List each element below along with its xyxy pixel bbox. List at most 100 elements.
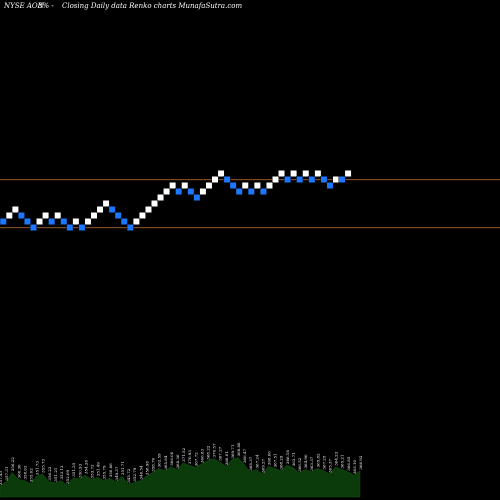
volume-label: 367.72: [193, 452, 198, 466]
renko-brick: [126, 224, 134, 231]
volume-label: 370.93: [187, 450, 192, 464]
renko-brick: [326, 182, 334, 189]
volume-label: 366.01: [224, 451, 229, 465]
renko-brick: [132, 218, 140, 225]
renko-brick: [229, 182, 237, 189]
volume-label: 368.37: [248, 456, 253, 470]
renko-brick: [108, 206, 116, 213]
volume-label: 355.73: [41, 458, 46, 472]
volume-label: 351.71: [120, 461, 125, 475]
volume-label: 358.02: [22, 465, 27, 479]
volume-label: 364.23: [334, 451, 339, 465]
renko-brick: [332, 176, 340, 183]
volume-label: 369.71: [230, 445, 235, 459]
volume-label: 367.25: [321, 455, 326, 469]
volume-label: 363.37: [309, 456, 314, 470]
renko-brick: [151, 200, 158, 207]
volume-label: 365.84: [163, 455, 168, 469]
renko-brick: [120, 218, 128, 225]
volume-label: 368.88: [236, 442, 241, 456]
renko-brick: [23, 218, 31, 225]
volume-label: 365.10: [352, 460, 357, 474]
renko-brick: [138, 212, 146, 219]
volume-label: 368.36: [175, 454, 180, 468]
renko-brick: [284, 176, 292, 183]
volume-label: 355.79: [102, 465, 107, 479]
renko-brick: [78, 224, 86, 231]
volume-label: 355.02: [29, 468, 34, 482]
volume-label: 349.37: [114, 466, 119, 480]
renko-brick: [290, 170, 298, 177]
renko-brick: [314, 170, 322, 177]
volume-label: 363.71: [291, 452, 296, 466]
renko-brick: [278, 170, 286, 177]
renko-brick: [259, 188, 267, 195]
volume-area: [0, 457, 361, 498]
volume-label: 345.72: [126, 468, 131, 482]
renko-brick: [241, 182, 249, 189]
renko-brick: [193, 194, 201, 201]
volume-label: 357.31: [4, 467, 9, 481]
volume-label: 352.09: [65, 469, 70, 483]
renko-brick: [344, 170, 352, 177]
renko-brick: [90, 212, 98, 219]
renko-brick: [272, 176, 279, 183]
volume-label: 346.54: [138, 465, 143, 479]
volume-label: 365.82: [315, 453, 320, 467]
volume-label: 365.21: [340, 455, 345, 469]
renko-brick: [205, 182, 213, 189]
volume-label: 356.22: [10, 457, 15, 471]
renko-brick: [302, 170, 310, 177]
renko-brick: [175, 188, 183, 195]
volume-label: 369.27: [260, 458, 265, 472]
renko-brick: [11, 206, 19, 213]
volume-label: 358.70: [151, 457, 156, 471]
renko-brick: [247, 188, 255, 195]
renko-brick: [36, 218, 44, 225]
renko-brick: [235, 188, 243, 195]
renko-brick: [54, 212, 62, 219]
volume-label: 364.90: [303, 454, 308, 468]
volume-label: 367.51: [273, 453, 278, 467]
renko-brick: [66, 224, 74, 231]
renko-brick: [60, 218, 68, 225]
renko-brick: [308, 176, 316, 183]
volume-label: 368.29: [279, 455, 284, 469]
renko-brick: [338, 176, 346, 183]
volume-label: 360.30: [16, 464, 21, 478]
renko-brick: [163, 188, 171, 195]
volume-label: 366.18: [285, 450, 290, 464]
renko-brick: [199, 188, 207, 195]
renko-bricks: [0, 170, 352, 231]
ticker-label: NYSE AON: [3, 2, 45, 10]
renko-brick: [181, 182, 189, 189]
renko-brick: [30, 224, 37, 231]
renko-brick: [84, 218, 92, 225]
renko-brick: [211, 176, 219, 183]
volume-label: 351.73: [35, 461, 40, 475]
renko-brick: [72, 218, 80, 225]
renko-brick: [0, 218, 7, 225]
renko-brick: [296, 176, 304, 183]
renko-brick: [157, 194, 165, 201]
renko-brick: [48, 218, 56, 225]
volume-label: 366.92: [358, 455, 363, 469]
change-label: 8% -: [38, 2, 54, 10]
volume-label: 350.93: [77, 463, 82, 477]
renko-brick: [96, 206, 104, 213]
volume-label: 354.26: [83, 460, 88, 474]
volume-label: 366.00: [169, 451, 174, 465]
volume-label: 353.72: [90, 464, 95, 478]
volume-label: 366.47: [242, 449, 247, 463]
renko-brick: [42, 212, 50, 219]
renko-brick: [265, 182, 273, 189]
volume-label: 362.59: [157, 453, 162, 467]
volume-label: 357.43: [0, 471, 3, 485]
volume-label: 351.21: [53, 468, 58, 482]
volume-label: 368.22: [205, 445, 210, 459]
volume-label: 350.86: [108, 463, 113, 477]
chart-caption: Closing Daily data Renko charts MunafaSu…: [62, 2, 242, 10]
volume-area-shape: [0, 457, 361, 498]
